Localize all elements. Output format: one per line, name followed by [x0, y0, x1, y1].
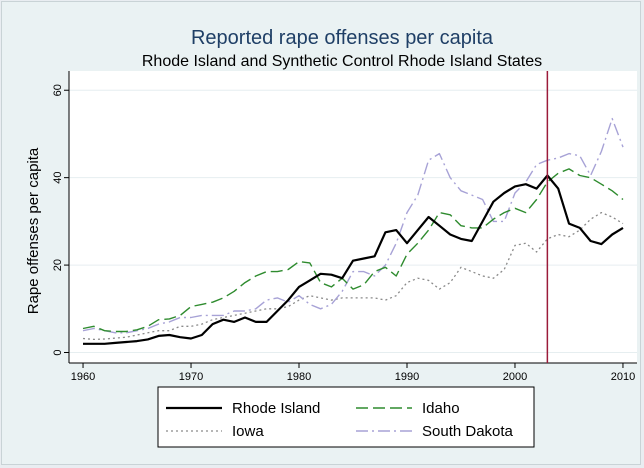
tick-labels: 0 20 40 60 1960 1970 1980 1990 2000 2010 — [52, 84, 635, 383]
legend-label-idaho: Idaho — [422, 400, 460, 417]
y-tick-label-60: 60 — [52, 84, 64, 96]
x-tick-label-1970: 1970 — [179, 371, 203, 383]
y-tick-label-0: 0 — [52, 349, 64, 355]
series-line-rhode-island — [83, 174, 624, 345]
legend-label-south-dakota: South Dakota — [422, 423, 514, 440]
chart-subtitle: Rhode Island and Synthetic Control Rhode… — [142, 53, 542, 70]
legend-box — [157, 386, 535, 448]
chart-title: Reported rape offenses per capita — [191, 27, 494, 49]
x-tick-label-2000: 2000 — [503, 371, 527, 383]
x-tick-label-1960: 1960 — [71, 371, 95, 383]
plot-region — [69, 71, 637, 363]
x-tick-label-1990: 1990 — [395, 371, 419, 383]
x-tick-label-1980: 1980 — [287, 371, 311, 383]
series-layer — [82, 71, 624, 363]
x-tick-label-2010: 2010 — [611, 371, 635, 383]
y-tick-label-40: 40 — [52, 172, 64, 184]
y-tick-label-20: 20 — [52, 259, 64, 271]
series-line-idaho — [82, 168, 624, 333]
axes — [68, 71, 637, 364]
grid — [69, 89, 637, 354]
series-line-iowa — [82, 211, 624, 341]
legend: Rhode Island Idaho Iowa South Dakota — [157, 386, 535, 448]
legend-label-iowa: Iowa — [232, 423, 264, 440]
legend-label-rhode-island: Rhode Island — [232, 400, 320, 417]
series-line-south-dakota — [82, 117, 624, 334]
y-axis-label: Rape offenses per capita — [25, 147, 42, 314]
